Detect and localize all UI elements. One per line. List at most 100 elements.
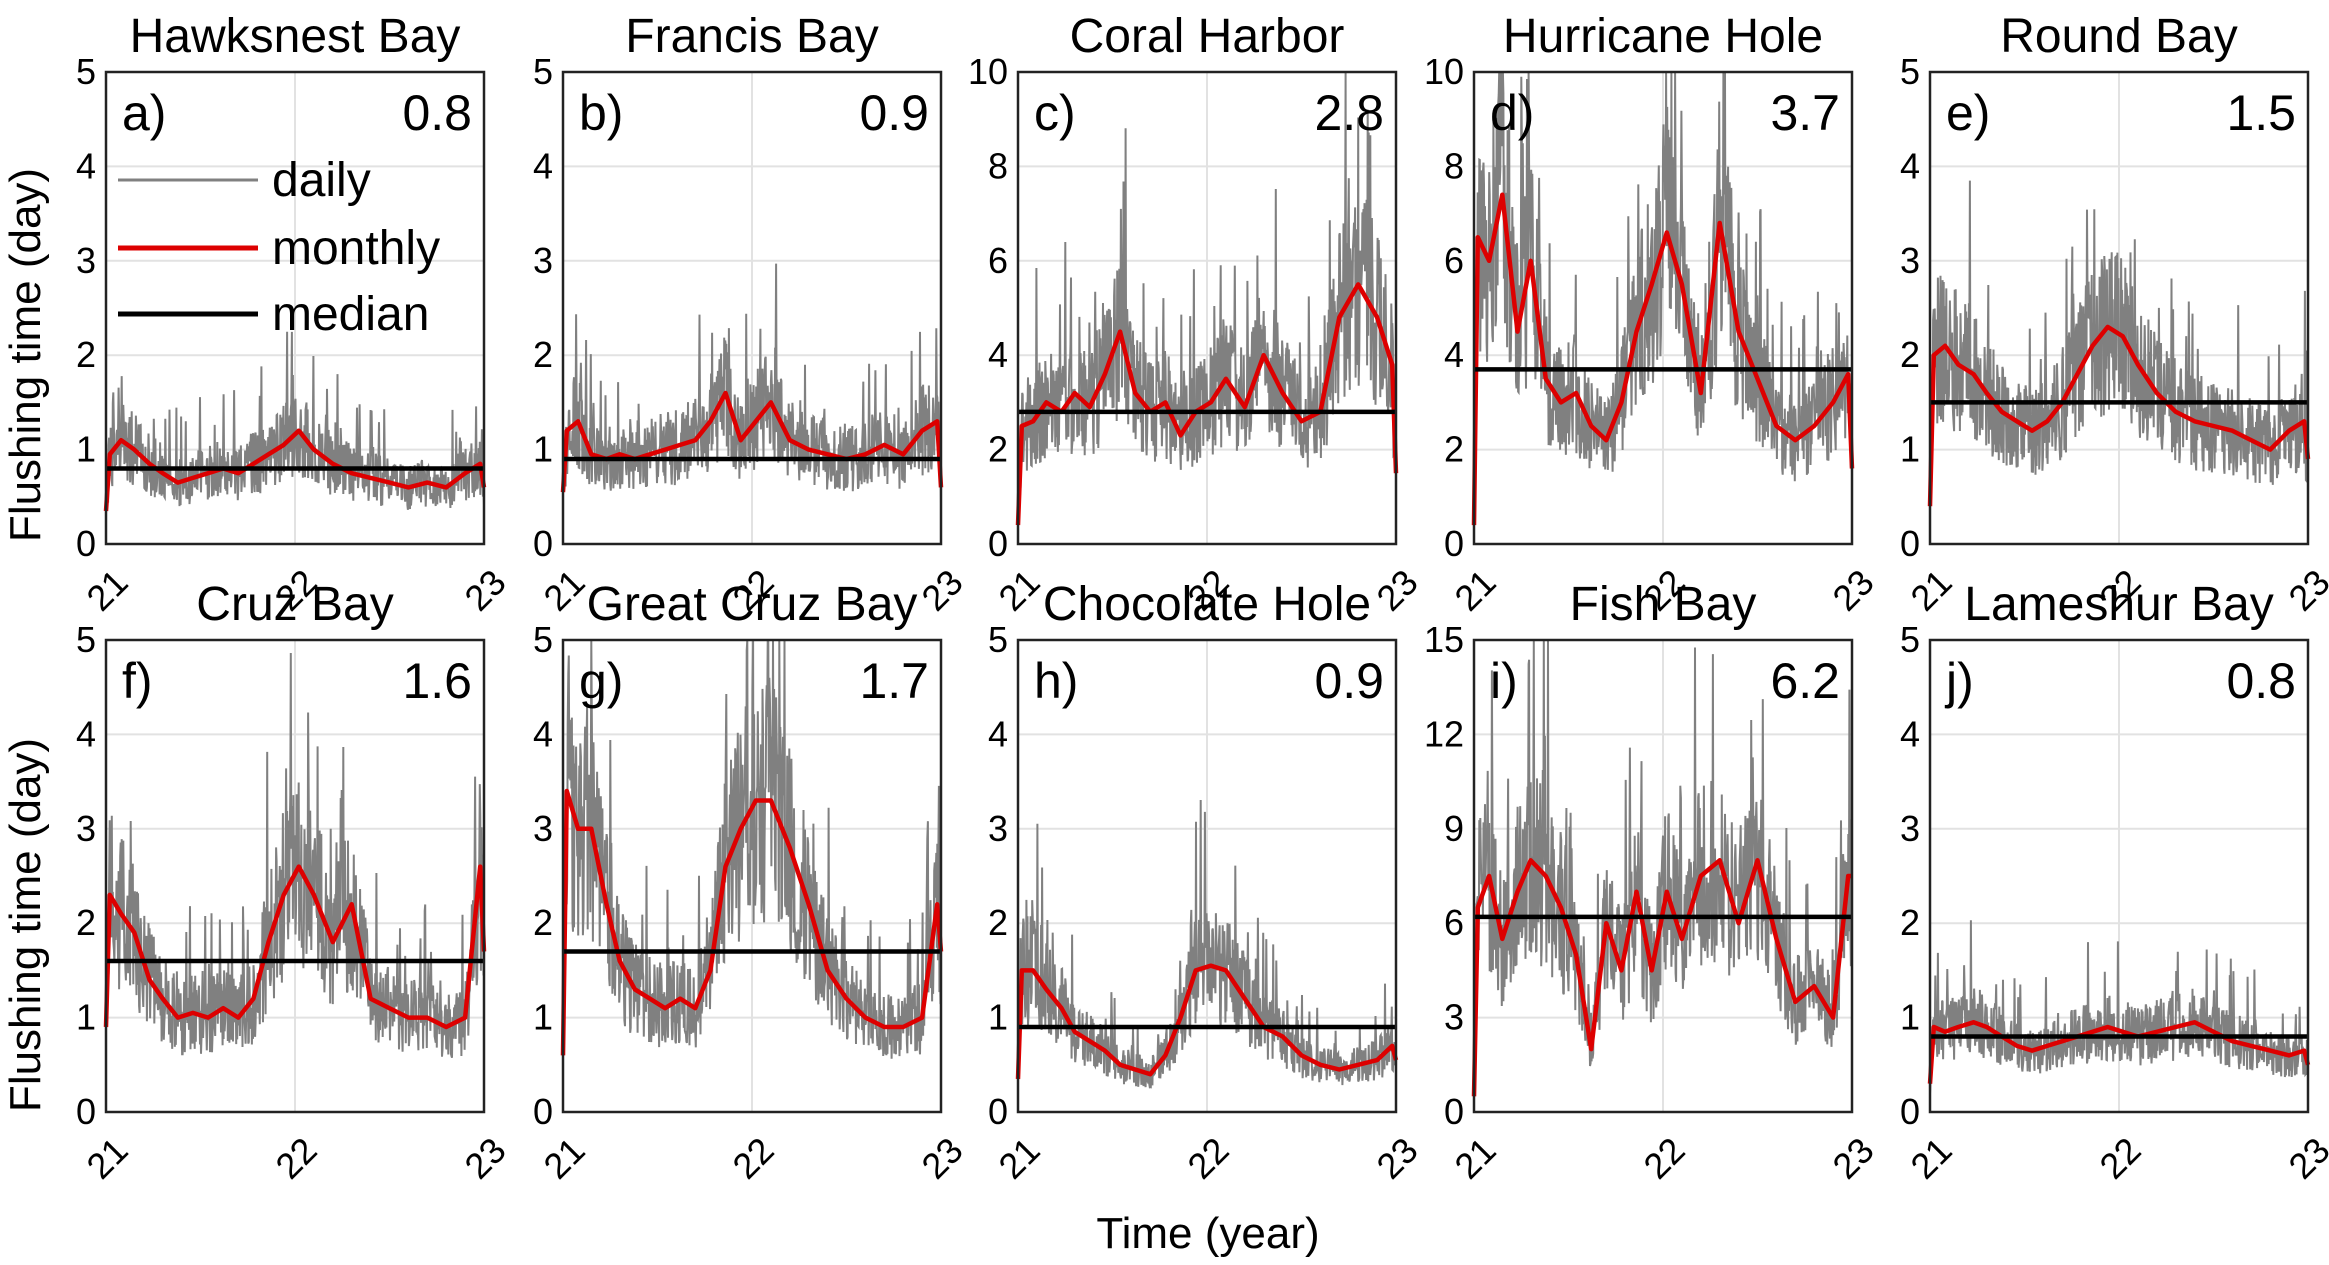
y-tick-label: 0 <box>76 523 96 564</box>
y-tick-label: 0 <box>1444 523 1464 564</box>
y-tick-label: 1 <box>533 997 553 1038</box>
y-tick-label: 0 <box>1444 1091 1464 1132</box>
panel-letter: a) <box>122 85 166 141</box>
monthly-series <box>1471 192 1855 526</box>
x-tick-label: 21 <box>990 1129 1047 1186</box>
y-tick-label: 2 <box>988 429 1008 470</box>
x-tick-label: 22 <box>1635 1129 1692 1186</box>
x-tick-label: 21 <box>1902 1129 1959 1186</box>
legend-label-monthly: monthly <box>272 222 440 275</box>
y-tick-label: 5 <box>533 619 553 660</box>
plot-frame <box>1928 638 2310 1114</box>
y-tick-label: 5 <box>76 51 96 92</box>
x-tick-label: 23 <box>1824 1129 1881 1186</box>
panel-title: Hurricane Hole <box>1503 10 1823 63</box>
panel-letter: g) <box>579 653 623 709</box>
x-tick-label: 21 <box>1446 561 1503 618</box>
plot-frame <box>1472 70 1854 546</box>
y-tick-label: 2 <box>76 334 96 375</box>
monthly-series <box>1471 858 1852 1097</box>
median-value-label: 0.9 <box>1314 653 1384 709</box>
y-tick-label: 5 <box>988 619 1008 660</box>
x-tick-label: 23 <box>2280 561 2329 618</box>
y-tick-label: 0 <box>988 523 1008 564</box>
plot-frame <box>104 638 486 1114</box>
plot-frame <box>1016 70 1398 546</box>
panel-title: Cruz Bay <box>196 578 393 631</box>
plot-frame <box>1016 638 1398 1114</box>
daily-series <box>562 639 942 1059</box>
x-tick-label: 23 <box>913 561 970 618</box>
panel-title: Francis Bay <box>625 10 878 63</box>
daily-series <box>105 331 485 513</box>
y-tick-label: 6 <box>1444 240 1464 281</box>
y-tick-label: 4 <box>533 145 553 186</box>
y-tick-label: 3 <box>1444 997 1464 1038</box>
y-tick-label: 4 <box>76 145 96 186</box>
x-tick-label: 21 <box>990 561 1047 618</box>
panel-letter: e) <box>1946 85 1990 141</box>
daily-series <box>105 652 485 1059</box>
plot-frame <box>1472 638 1854 1114</box>
median-value-label: 1.7 <box>859 653 929 709</box>
panel-letter: c) <box>1034 85 1076 141</box>
legend-label-daily: daily <box>272 154 371 207</box>
y-tick-label: 0 <box>76 1091 96 1132</box>
y-tick-label: 5 <box>1900 619 1920 660</box>
y-axis-label-top: Flushing time (day) <box>1 168 50 542</box>
x-axis-label: Time (year) <box>1096 1209 1319 1258</box>
x-tick-label: 21 <box>1902 561 1959 618</box>
panel-letter: d) <box>1490 85 1534 141</box>
panel-9: 0 3 6 9 12 15 21 22 23 Fish Bay i) 6.2 <box>1424 578 1882 1187</box>
panel-letter: j) <box>1944 653 1974 709</box>
panel-title: Round Bay <box>2000 10 2238 63</box>
y-tick-label: 1 <box>1900 429 1920 470</box>
x-tick-label: 21 <box>1446 1129 1503 1186</box>
legend: daily monthly median <box>118 154 440 341</box>
x-tick-label: 22 <box>724 1129 781 1186</box>
x-tick-label: 23 <box>1368 561 1425 618</box>
y-tick-label: 2 <box>1900 334 1920 375</box>
y-tick-label: 8 <box>1444 145 1464 186</box>
x-tick-label: 23 <box>456 1129 513 1186</box>
panel-title: Great Cruz Bay <box>587 578 918 631</box>
median-value-label: 2.8 <box>1314 85 1384 141</box>
panel-letter: b) <box>579 85 623 141</box>
y-tick-label: 2 <box>533 334 553 375</box>
y-tick-label: 5 <box>533 51 553 92</box>
y-tick-label: 6 <box>1444 902 1464 943</box>
y-tick-label: 1 <box>533 429 553 470</box>
daily-series <box>1017 799 1397 1089</box>
daily-series <box>1017 71 1397 524</box>
daily-series <box>562 263 942 504</box>
y-axis-label-bottom: Flushing time (day) <box>1 738 50 1112</box>
y-tick-label: 2 <box>1444 429 1464 470</box>
daily-series <box>1473 639 1853 1091</box>
y-tick-label: 15 <box>1424 619 1464 660</box>
median-value-label: 0.8 <box>2226 653 2296 709</box>
median-value-label: 0.9 <box>859 85 929 141</box>
panel-letter: f) <box>122 653 153 709</box>
y-tick-label: 1 <box>76 997 96 1038</box>
x-tick-label: 21 <box>535 561 592 618</box>
median-value-label: 3.7 <box>1770 85 1840 141</box>
y-tick-label: 6 <box>988 240 1008 281</box>
plot-frame <box>1928 70 2310 546</box>
plot-frame <box>561 638 943 1114</box>
median-value-label: 0.8 <box>402 85 472 141</box>
y-tick-label: 4 <box>988 334 1008 375</box>
y-tick-label: 0 <box>1900 1091 1920 1132</box>
monthly-series <box>1015 282 1399 526</box>
y-tick-label: 2 <box>76 902 96 943</box>
y-tick-label: 5 <box>76 619 96 660</box>
panel-title: Chocolate Hole <box>1043 578 1371 631</box>
median-value-label: 1.6 <box>402 653 472 709</box>
x-tick-label: 22 <box>2091 1129 2148 1186</box>
monthly-series <box>1015 963 1399 1080</box>
